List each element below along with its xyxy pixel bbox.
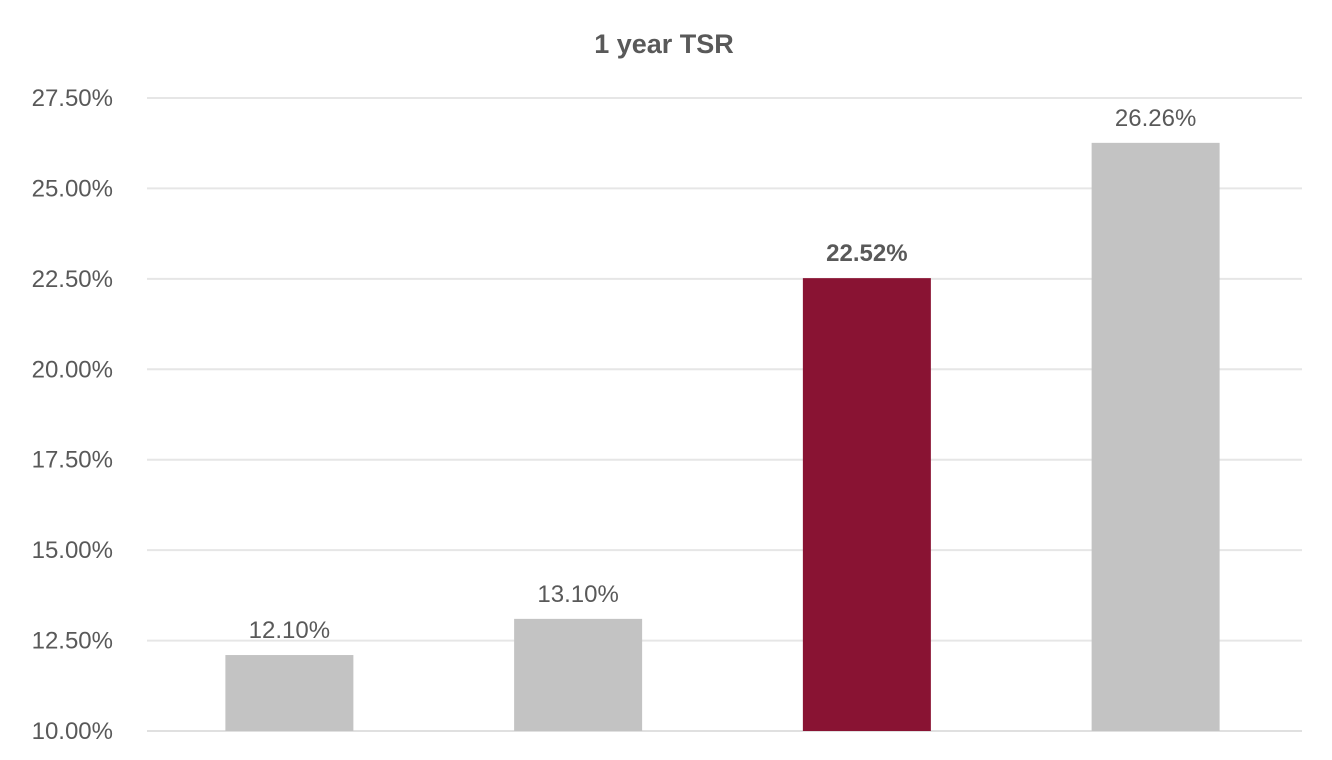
y-tick-label: 12.50% <box>32 628 113 655</box>
y-tick-label: 25.00% <box>32 175 113 202</box>
y-tick-label: 10.00% <box>32 718 113 745</box>
bar-data-label: 22.52% <box>826 240 907 267</box>
bar-data-label: 26.26% <box>1115 105 1196 132</box>
y-tick-label: 20.00% <box>32 356 113 383</box>
data-labels: 12.10% 13.10% 22.52% 26.26% <box>249 105 1197 644</box>
chart-title: 1 year TSR <box>594 29 734 59</box>
bar <box>1091 142 1220 732</box>
bar-highlighted <box>802 278 931 731</box>
y-tick-label: 15.00% <box>32 537 113 564</box>
bar-data-label: 12.10% <box>249 617 330 644</box>
y-tick-label: 22.50% <box>32 266 113 293</box>
bars <box>225 142 1220 732</box>
y-axis-tick-labels: 10.00% 12.50% 15.00% 17.50% 20.00% 22.50% 25.0… <box>32 85 113 745</box>
bar <box>514 618 643 731</box>
bar <box>225 655 354 731</box>
bar-data-label: 13.10% <box>537 581 618 608</box>
gridlines <box>147 97 1302 732</box>
y-tick-label: 17.50% <box>32 447 113 474</box>
y-tick-label: 27.50% <box>32 85 113 112</box>
